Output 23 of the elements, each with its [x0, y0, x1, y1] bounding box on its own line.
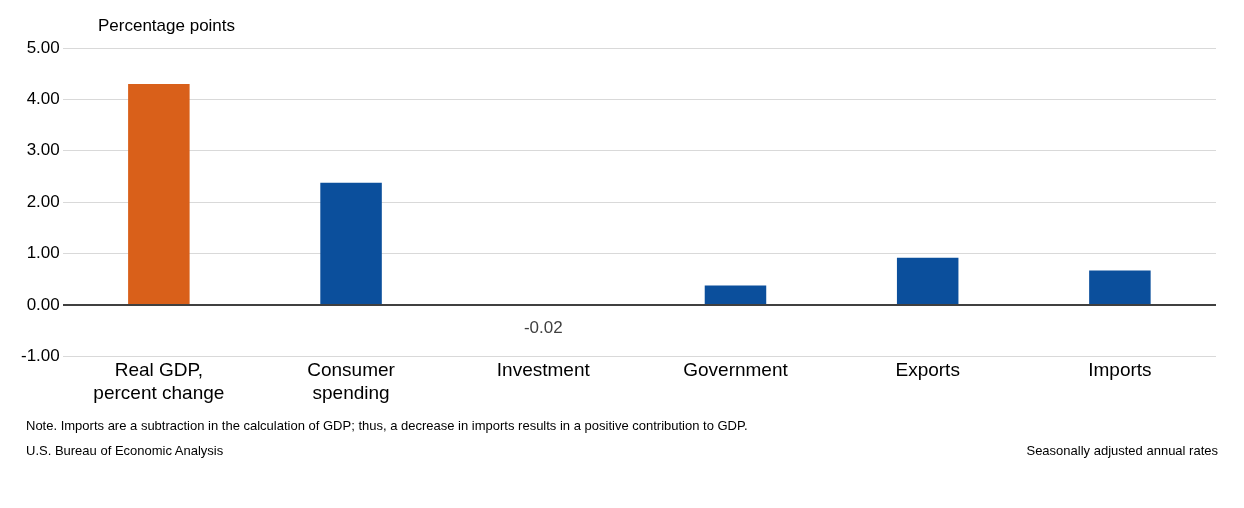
data-label: -0.02 — [523, 318, 563, 338]
y-tick-label: 1.00 — [26, 243, 60, 263]
y-tick-label: 5.00 — [26, 37, 60, 57]
x-tick-label: Government — [683, 359, 789, 381]
text: Seasonally adjusted annual rates — [1026, 443, 1218, 458]
x-tick-label: Exports — [895, 359, 960, 381]
y-axis-title: Percentage points — [98, 16, 236, 36]
text: U.S. Bureau of Economic Analysis — [26, 443, 224, 458]
x-tick-label: Imports — [1088, 359, 1152, 381]
text: Note. Imports are a subtraction in the calculation of GDP; thus, a decrease in imports results in a positive contribution to GDP. — [26, 418, 749, 433]
y-tick-label: 0.00 — [26, 294, 60, 314]
y-tick-label: 3.00 — [26, 140, 60, 160]
bar — [896, 257, 959, 304]
x-tick-label: Consumer spending — [307, 359, 396, 403]
y-tick-label: 2.00 — [26, 191, 60, 211]
x-tick-label: Investment — [496, 359, 591, 381]
bar — [704, 285, 767, 304]
bar — [128, 83, 190, 304]
x-tick-label: Real GDP, percent change — [93, 359, 225, 403]
bar — [320, 182, 382, 304]
bar — [1089, 270, 1151, 304]
y-tick-label: 4.00 — [26, 89, 60, 109]
y-tick-label: -1.00 — [21, 346, 60, 366]
